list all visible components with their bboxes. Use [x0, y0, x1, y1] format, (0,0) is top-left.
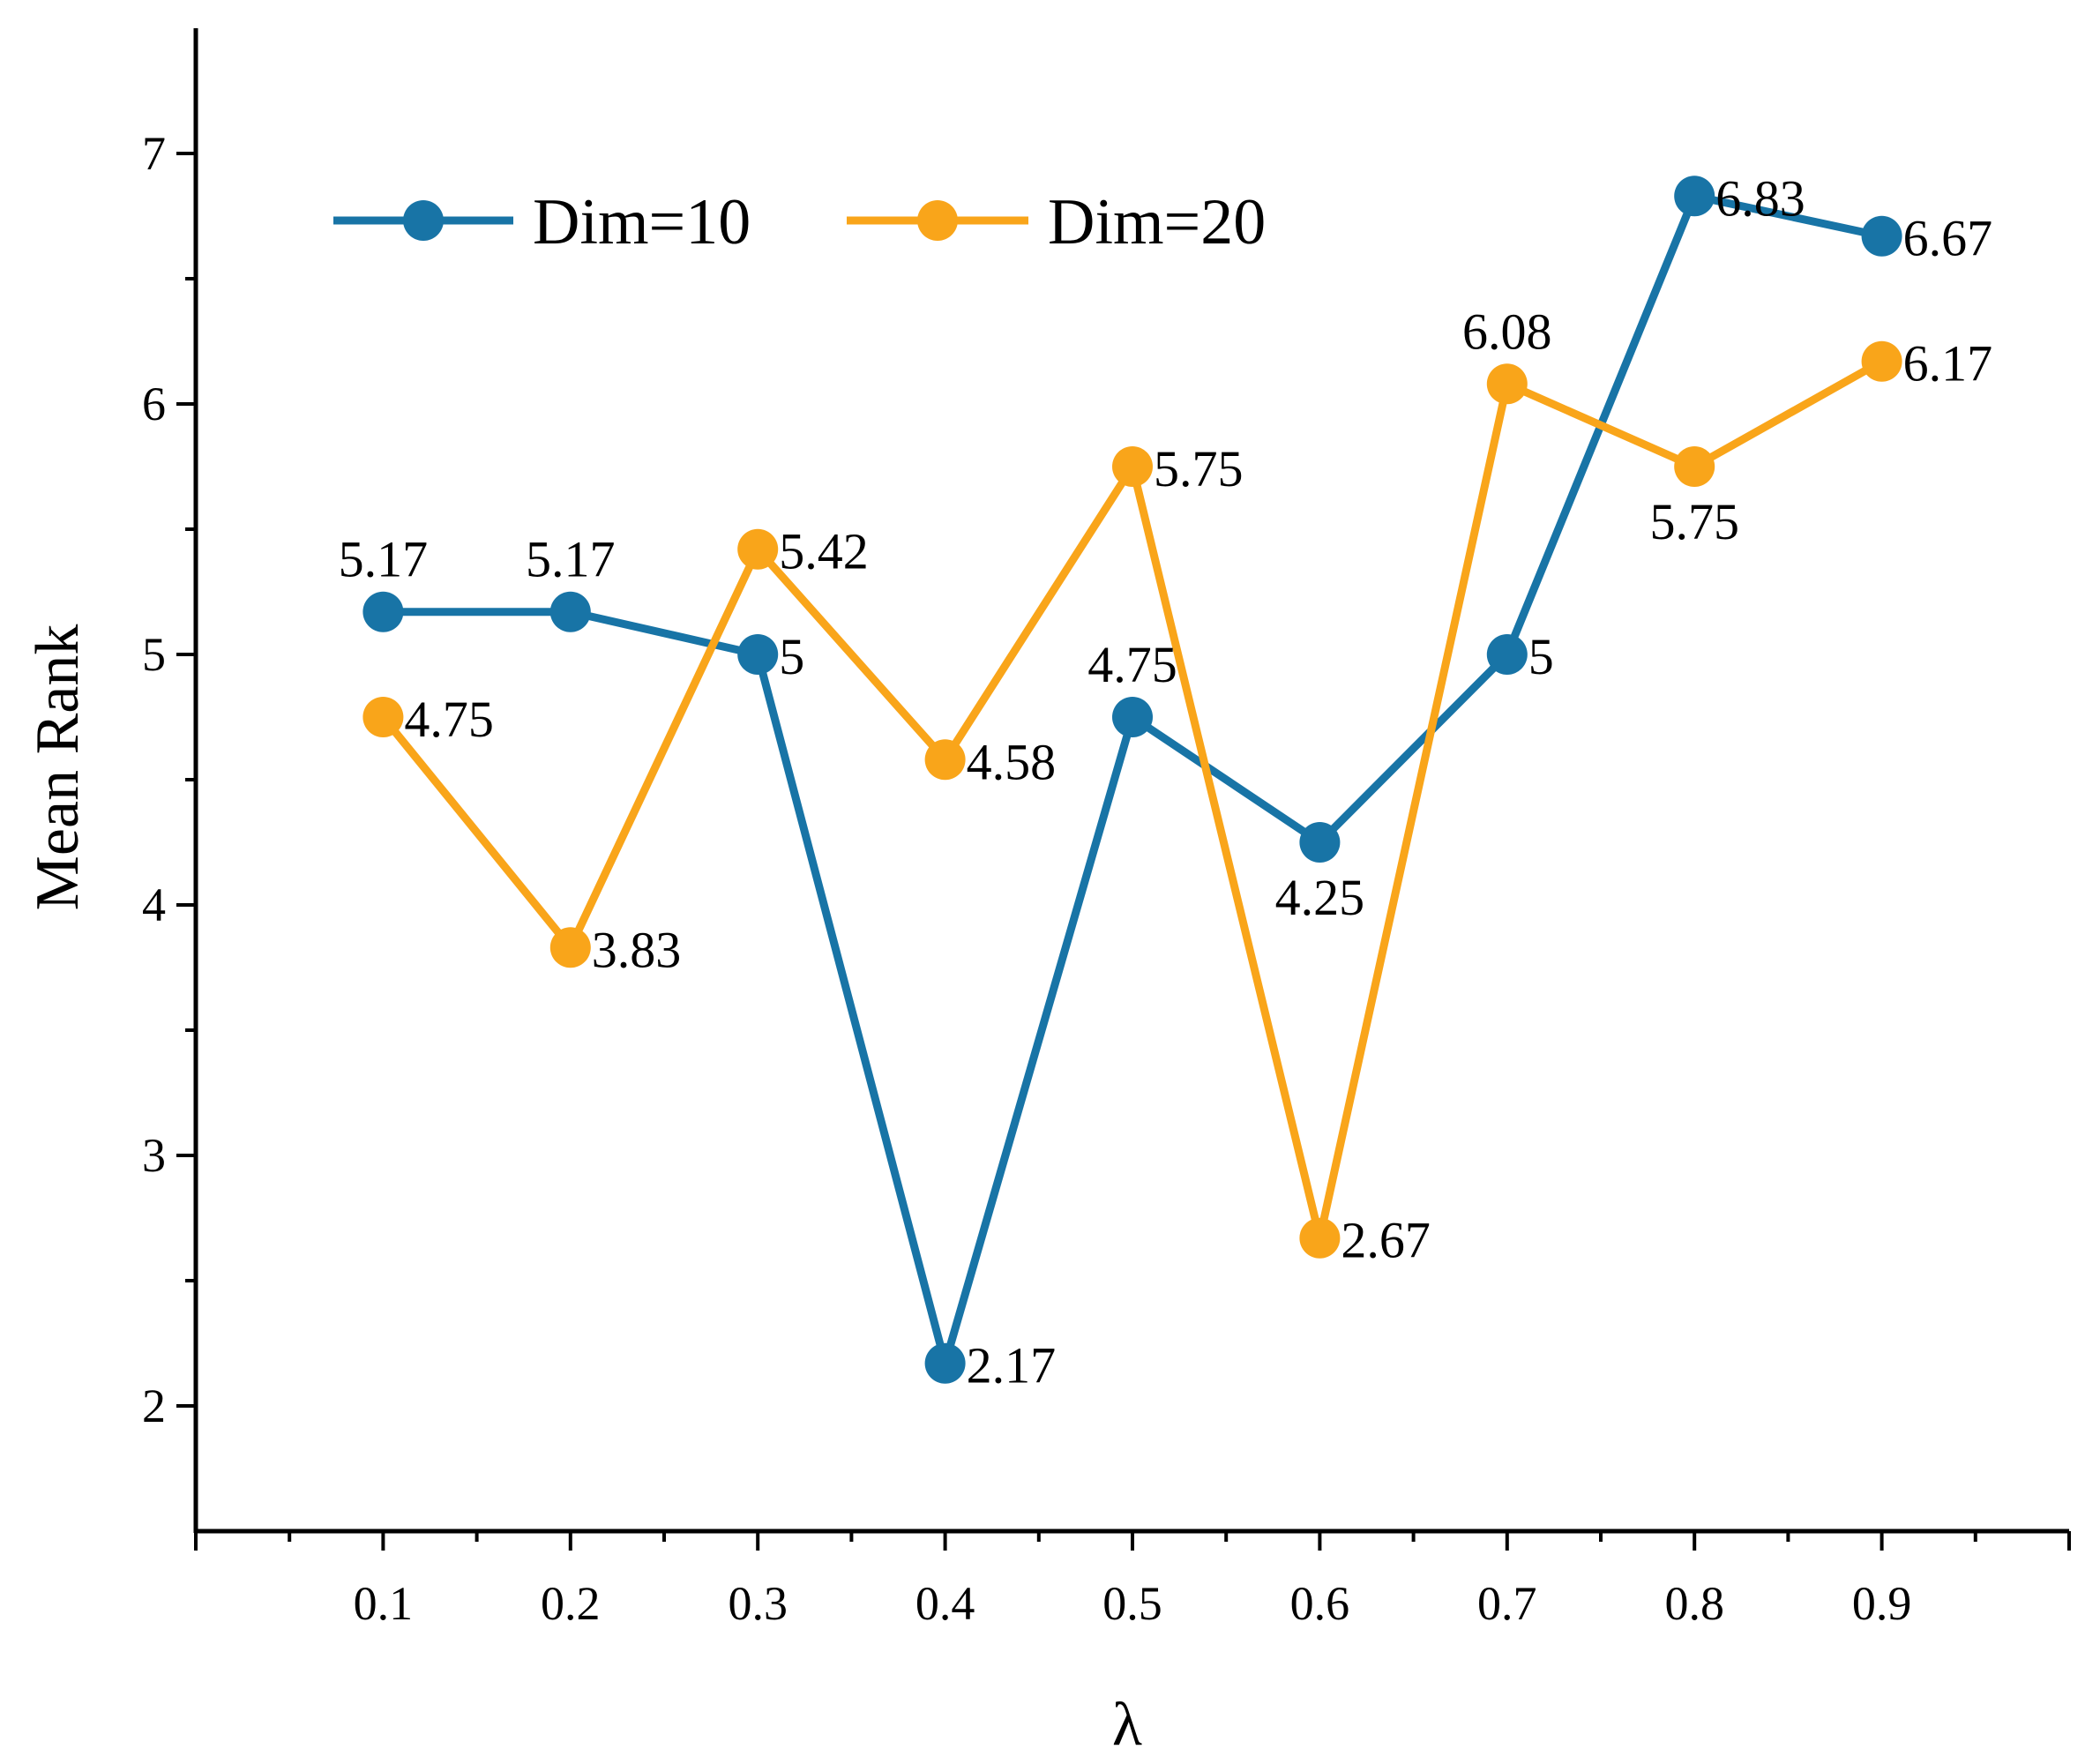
series-1-marker — [1299, 822, 1341, 863]
x-tick-label: 0.9 — [1852, 1577, 1912, 1630]
y-tick-label: 7 — [142, 127, 166, 180]
series-1-marker — [1112, 697, 1153, 737]
x-tick-label: 0.5 — [1102, 1577, 1162, 1630]
legend-label-1: Dim=10 — [533, 186, 751, 258]
x-axis-title: λ — [1112, 1691, 1142, 1759]
series-1-marker — [549, 591, 591, 632]
series-2-marker — [362, 697, 404, 737]
series-1-marker — [737, 634, 779, 675]
series-2-marker — [924, 739, 966, 781]
y-axis-title: Mean Rank — [24, 624, 92, 911]
series-2-marker — [1674, 446, 1715, 487]
x-tick-label: 0.6 — [1290, 1577, 1350, 1630]
y-tick-label: 6 — [142, 377, 166, 430]
series-2-data-label: 6.17 — [1903, 335, 1993, 392]
series-2-marker — [549, 927, 591, 968]
series-1-data-label: 4.25 — [1275, 869, 1365, 926]
series-2-data-label: 5.75 — [1154, 440, 1244, 497]
series-1-data-label: 5 — [779, 628, 804, 685]
series-2-marker — [1112, 446, 1153, 487]
series-1-data-label: 6.67 — [1903, 210, 1993, 267]
series-2-data-label: 5.42 — [779, 523, 869, 580]
legend: Dim=10 Dim=20 — [333, 186, 1266, 258]
series-line-1 — [383, 191, 1883, 1368]
series-1-data-label: 5 — [1528, 628, 1554, 685]
series-1-data-label: 4.75 — [1087, 636, 1177, 693]
data-labels: 5.17 5.17 5 2.17 4.75 4.25 5 6.83 6.67 4.75 3.83 5.… — [339, 169, 1992, 1394]
series-2-data-label: 3.83 — [592, 921, 682, 978]
x-tick-label: 0.1 — [354, 1577, 414, 1630]
y-tick-label: 4 — [142, 878, 166, 931]
y-tick-label: 2 — [142, 1379, 166, 1432]
series-1-marker — [362, 591, 404, 632]
axes: 2 3 4 5 6 7 0.1 0.2 0.3 0.4 0.5 0.6 0.7 0.8 0.9 — [142, 28, 2071, 1630]
series-1-marker — [1861, 215, 1902, 257]
legend-marker-2 — [917, 200, 958, 241]
series-2-data-label: 6.08 — [1462, 303, 1552, 360]
series-1-data-label: 6.83 — [1715, 169, 1805, 227]
series-2-data-label: 4.58 — [967, 733, 1057, 790]
x-tick-label: 0.2 — [541, 1577, 601, 1630]
x-tick-label: 0.3 — [728, 1577, 788, 1630]
series-2-marker — [737, 528, 779, 570]
series-1-marker — [1486, 634, 1528, 675]
series-2-data-label: 2.67 — [1341, 1212, 1431, 1269]
series-1-data-label: 2.17 — [967, 1337, 1057, 1394]
legend-marker-1 — [403, 200, 444, 241]
series-1-marker — [924, 1342, 966, 1384]
y-tick-label: 5 — [142, 628, 166, 681]
series-1-marker — [1674, 176, 1715, 217]
y-tick-label: 3 — [142, 1129, 166, 1182]
series-2-marker — [1486, 363, 1528, 405]
series-2-marker — [1861, 340, 1902, 382]
x-tick-label: 0.4 — [915, 1577, 975, 1630]
series-2-data-label: 5.75 — [1649, 493, 1739, 550]
series-1-data-label: 5.17 — [526, 531, 616, 588]
series-2-marker — [1299, 1217, 1341, 1259]
series-2-data-label: 4.75 — [404, 691, 494, 748]
series-1-data-label: 5.17 — [339, 531, 429, 588]
series-markers — [362, 176, 1902, 1384]
series-lines — [379, 191, 1884, 1368]
legend-label-2: Dim=20 — [1048, 186, 1266, 258]
x-tick-label: 0.7 — [1477, 1577, 1537, 1630]
x-tick-label: 0.8 — [1664, 1577, 1724, 1630]
